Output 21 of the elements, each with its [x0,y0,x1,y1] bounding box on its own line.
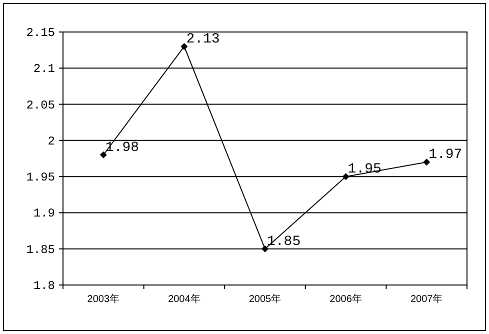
point [262,245,268,252]
y-tick-label: 1.95 [26,170,55,185]
point [100,151,107,158]
point [180,42,188,50]
y-tick-label: 2.05 [26,98,55,112]
data-label: 1.97 [428,147,462,164]
x-tick-label: 2004年 [168,293,200,305]
x-tick-label: 2003年 [87,293,120,305]
x-tick-label: 2006年 [330,293,362,305]
point [342,173,350,180]
y-tick-label: 1.85 [26,242,55,257]
x-tick-label: 2007年 [410,293,443,305]
y-tick-label: 1.9 [33,206,55,221]
point [423,158,430,166]
y-tick-label: 1.8 [33,279,55,293]
y-tick-label: 2 [48,134,55,148]
y-tick-label: 2.15 [26,26,55,40]
data-label: 1.95 [348,162,382,178]
y-tick-label: 2.1 [33,62,55,76]
data-label: 2.13 [186,31,220,48]
x-tick-label: 2005年 [248,293,282,305]
